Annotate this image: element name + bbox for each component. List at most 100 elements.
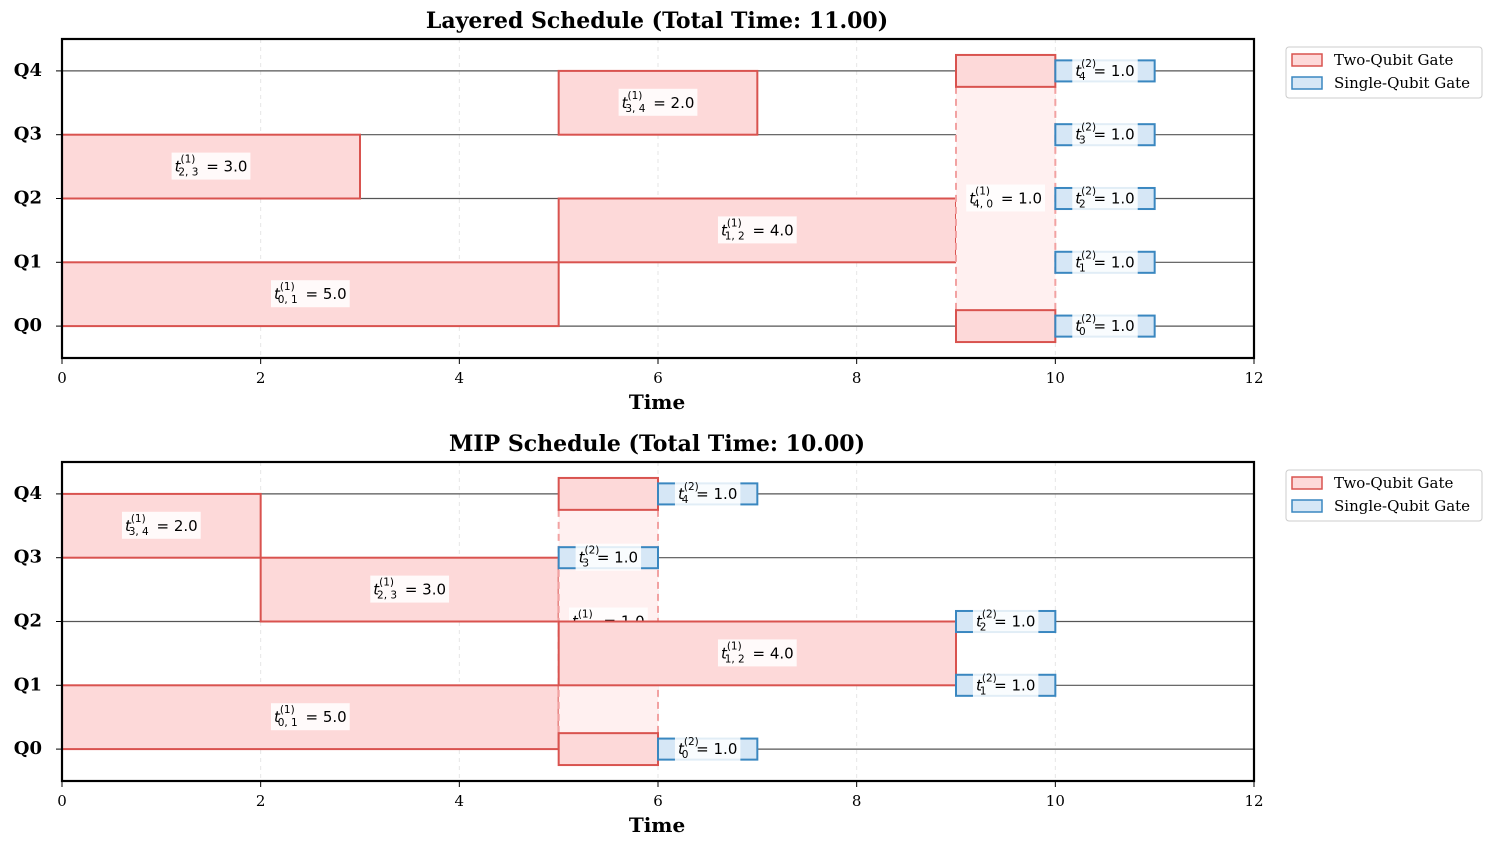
two-qubit-gate-part bbox=[955, 53, 1057, 88]
x-tick-label: 12 bbox=[1244, 369, 1263, 387]
gate-label-text: t(1)4, 0 = 1.0 bbox=[969, 186, 1042, 211]
mip-legend: Two-Qubit Gate Single-Qubit Gate bbox=[1285, 469, 1483, 522]
gate-label-text: t(2) 2 = 1.0 bbox=[1075, 186, 1134, 211]
single-qubit-gate-label: t(2) 4 = 1.0 bbox=[1072, 56, 1138, 84]
x-tick-label: 4 bbox=[455, 792, 465, 810]
x-tick-label: 6 bbox=[653, 369, 663, 387]
single-qubit-gate-label: t(2) 3 = 1.0 bbox=[1072, 120, 1138, 148]
gate-label-text: t(1) 3, 4 = 2.0 bbox=[622, 90, 695, 115]
legend-two-qubit-label: Two-Qubit Gate bbox=[1334, 474, 1454, 492]
gate-label-background bbox=[966, 184, 1046, 212]
qubit-tick-label: Q1 bbox=[14, 674, 42, 695]
gate-label-background bbox=[1072, 184, 1138, 212]
x-tick-label: 8 bbox=[852, 369, 862, 387]
gate-label-background bbox=[972, 607, 1039, 635]
x-tick-label: 10 bbox=[1046, 792, 1065, 810]
two-qubit-gate-label: t(1)4, 0 = 1.0 bbox=[966, 184, 1046, 212]
two-qubit-gate-label: t(1) 3, 4 = 2.0 bbox=[618, 88, 698, 116]
two-qubit-gate-label: t(1) 0, 1 = 5.0 bbox=[270, 280, 350, 308]
gate-label-text: t(2) 4 = 1.0 bbox=[1075, 58, 1134, 83]
x-tick-label: 12 bbox=[1244, 792, 1263, 810]
x-tick-label: 2 bbox=[256, 792, 266, 810]
two-qubit-gate-part bbox=[955, 309, 1057, 344]
qubit-tick-label: Q2 bbox=[14, 188, 42, 209]
gate-label-text: t(2) 1 = 1.0 bbox=[976, 672, 1035, 697]
qubit-tick-label: Q4 bbox=[14, 483, 42, 504]
gate-label-background bbox=[270, 703, 350, 731]
single-qubit-gate-label: t(2) 3 = 1.0 bbox=[575, 543, 642, 571]
legend-two-qubit-swatch bbox=[1291, 53, 1323, 67]
gate-label-background bbox=[674, 735, 741, 763]
gate-label-text: t(1) 0, 1 = 5.0 bbox=[274, 704, 347, 729]
gate-label-background bbox=[674, 479, 741, 507]
gate-label-text: t(1) 1, 2 = 4.0 bbox=[721, 217, 794, 242]
x-tick-label: 0 bbox=[57, 369, 67, 387]
legend-two-qubit-swatch bbox=[1291, 476, 1323, 490]
legend-single-qubit-label: Single-Qubit Gate bbox=[1334, 497, 1470, 515]
single-qubit-gate-label: t(2) 0 = 1.0 bbox=[1072, 312, 1138, 340]
x-tick-label: 10 bbox=[1046, 369, 1065, 387]
two-qubit-gate-label: t(1) 0, 1 = 5.0 bbox=[270, 703, 350, 731]
two-qubit-gate-part bbox=[557, 732, 660, 767]
single-qubit-gate-label: t(2) 1 = 1.0 bbox=[972, 671, 1039, 699]
x-tick-label: 6 bbox=[653, 792, 663, 810]
gate-label-background bbox=[972, 671, 1039, 699]
gate-label-text: t(2) 0 = 1.0 bbox=[1075, 313, 1134, 338]
qubit-tick-label: Q2 bbox=[14, 611, 42, 632]
legend-two-qubit-label: Two-Qubit Gate bbox=[1334, 51, 1454, 69]
two-qubit-gate-label: t(1) 1, 2 = 4.0 bbox=[717, 216, 797, 244]
x-tick-label: 8 bbox=[852, 792, 862, 810]
x-tick-label: 4 bbox=[455, 369, 465, 387]
gate-label-text: t(2) 1 = 1.0 bbox=[1075, 249, 1134, 274]
legend-single-qubit-swatch bbox=[1291, 76, 1323, 90]
gate-label-background bbox=[121, 511, 201, 539]
layered-schedule-title: Layered Schedule (Total Time: 11.00) bbox=[426, 8, 888, 34]
two-qubit-gate-part bbox=[557, 476, 660, 511]
plot-area: Q0 Q1 Q2 Q3 Q4 0 2 4 6 8 10 12 t(1) 0, 1 = 5.0 t(1) 2, … bbox=[14, 37, 1264, 387]
gate-label-background bbox=[270, 280, 350, 308]
gate-label-background bbox=[1072, 120, 1138, 148]
gate-label-background bbox=[1072, 248, 1138, 276]
qubit-tick-label: Q3 bbox=[14, 547, 42, 568]
gate-label-background bbox=[717, 216, 797, 244]
qubit-tick-label: Q1 bbox=[14, 251, 42, 272]
x-tick-label: 0 bbox=[57, 792, 67, 810]
legend-single-qubit-label: Single-Qubit Gate bbox=[1334, 74, 1470, 92]
plot-area: Q0 Q1 Q2 Q3 Q4 0 2 4 6 8 10 12 t(1) 3, 4 = 2.0 t(1) 2, … bbox=[14, 460, 1264, 810]
axes-frame bbox=[60, 460, 1256, 783]
gate-label-text: t(2) 4 = 1.0 bbox=[678, 481, 737, 506]
gate-label-text: t(2) 0 = 1.0 bbox=[678, 736, 737, 761]
qubit-tick-label: Q4 bbox=[14, 60, 42, 81]
x-tick-label: 2 bbox=[256, 369, 266, 387]
gate-label-text: t(1) 2, 3 = 3.0 bbox=[175, 154, 248, 179]
two-qubit-gate-label: t(1) 1, 2 = 4.0 bbox=[717, 639, 797, 667]
single-qubit-gate-label: t(2) 2 = 1.0 bbox=[972, 607, 1039, 635]
gate-label-text: t(2) 3 = 1.0 bbox=[1075, 122, 1134, 147]
two-qubit-gate-label: t(1) 3, 4 = 2.0 bbox=[121, 511, 201, 539]
legend-single-qubit-swatch bbox=[1291, 499, 1323, 513]
two-qubit-gate-label: t(1) 2, 3 = 3.0 bbox=[370, 575, 450, 603]
legend-box bbox=[1285, 469, 1483, 522]
mip-schedule-panel: Q0 Q1 Q2 Q3 Q4 0 2 4 6 8 10 12 t(1) 3, 4 = 2.0 t(1) 2, … bbox=[14, 431, 1483, 837]
qubit-tick-label: Q0 bbox=[14, 738, 42, 759]
two-qubit-gate-label: t(1) 2, 3 = 3.0 bbox=[171, 152, 251, 180]
gate-label-text: t(2) 2 = 1.0 bbox=[976, 609, 1035, 634]
qubit-tick-label: Q3 bbox=[14, 124, 42, 145]
single-qubit-gate-label: t(2) 0 = 1.0 bbox=[674, 735, 741, 763]
gate-label-background bbox=[171, 152, 251, 180]
gate-label-text: t(1) 1, 2 = 4.0 bbox=[721, 640, 794, 665]
gate-label-background bbox=[717, 639, 797, 667]
gate-label-text: t(1) 0, 1 = 5.0 bbox=[274, 281, 347, 306]
mip-schedule-title: MIP Schedule (Total Time: 10.00) bbox=[449, 431, 865, 457]
gate-label-text: t(2) 3 = 1.0 bbox=[579, 545, 638, 570]
mip-x-axis-label: Time bbox=[629, 813, 685, 837]
legend-box bbox=[1285, 46, 1483, 99]
layered-x-axis-label: Time bbox=[629, 390, 685, 414]
gate-label-background bbox=[370, 575, 450, 603]
qubit-tick-label: Q0 bbox=[14, 315, 42, 336]
gate-label-background bbox=[575, 543, 642, 571]
gate-label-background bbox=[1072, 312, 1138, 340]
gate-label-text: t(1) 3, 4 = 2.0 bbox=[125, 513, 198, 538]
single-qubit-gate-label: t(2) 4 = 1.0 bbox=[674, 479, 741, 507]
